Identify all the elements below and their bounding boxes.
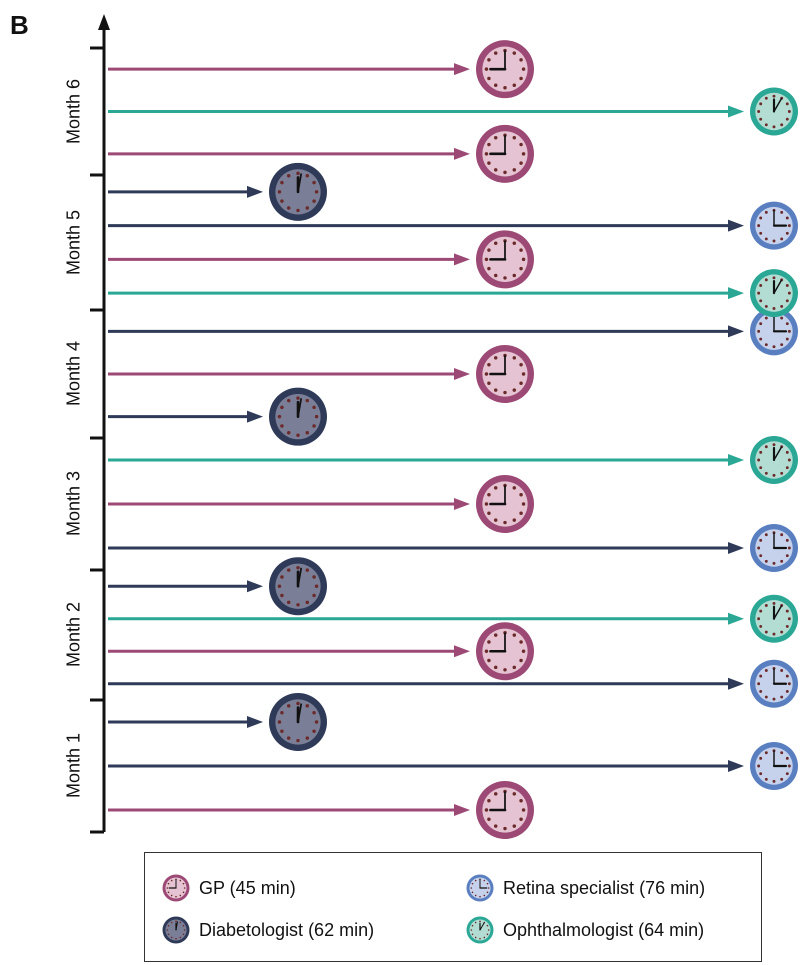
visit-retina	[108, 201, 798, 250]
visit-ophthalmologist	[108, 87, 798, 136]
month-label: Month 5	[63, 209, 84, 275]
visit-gp	[108, 781, 534, 839]
axis-arrowhead	[98, 14, 110, 30]
diabetologist-clock-icon	[269, 162, 327, 221]
legend: GP (45 min) Diabetologist (62 min) Retin…	[144, 852, 762, 962]
retina-clock-icon	[750, 659, 798, 708]
visit-arrowhead	[454, 804, 470, 816]
diabetologist-clock-icon	[269, 387, 327, 446]
visit-arrowhead	[728, 454, 744, 466]
visit-gp	[108, 475, 534, 533]
visit-retina	[108, 524, 798, 572]
ophthalmologist-clock-icon	[750, 436, 798, 484]
retina-specialist-clock-icon	[466, 874, 494, 902]
visit-arrowhead	[728, 760, 744, 772]
visit-diabetologist	[108, 162, 327, 221]
retina-clock-icon	[750, 201, 798, 250]
month-label: Month 3	[63, 470, 84, 537]
visit-arrowhead	[454, 645, 470, 658]
gp-clock-icon	[476, 781, 534, 839]
diabetologist-clock-glyph	[162, 916, 190, 944]
visit-arrowhead	[728, 612, 744, 625]
visit-retina	[108, 307, 798, 356]
gp-clock-icon	[162, 874, 190, 902]
visit-gp	[108, 622, 534, 681]
legend-item-ophthalmologist: Ophthalmologist (64 min)	[465, 913, 704, 947]
legend-label-diabetologist: Diabetologist (62 min)	[199, 919, 375, 940]
visit-arrowhead	[454, 147, 470, 160]
gp-clock-icon	[476, 345, 534, 403]
legend-label-retina-specialist: Retina specialist (76 min)	[503, 877, 706, 898]
visit-gp	[108, 40, 534, 99]
visit-arrowhead	[728, 287, 744, 300]
visit-timeline-diagram	[90, 14, 798, 839]
visit-diabetologist	[108, 693, 327, 751]
ophthalmologist-clock-icon	[750, 594, 798, 643]
visit-arrowhead	[454, 498, 470, 510]
ophthalmologist-clock-icon	[750, 269, 798, 318]
legend-item-diabetologist: Diabetologist (62 min)	[161, 913, 374, 947]
retina-clock-glyph	[466, 874, 494, 902]
ophthalmologist-clock-icon	[466, 916, 494, 944]
visit-arrowhead	[454, 63, 470, 76]
gp-clock-glyph	[162, 874, 190, 902]
visit-arrowhead	[247, 580, 263, 593]
diabetologist-clock-icon	[269, 693, 327, 751]
legend-label-ophthalmologist: Ophthalmologist (64 min)	[503, 919, 705, 940]
legend-item-gp: GP (45 min)	[161, 871, 296, 905]
visit-arrowhead	[247, 185, 263, 198]
ophthalmologist-clock-icon	[750, 87, 798, 136]
visit-arrowhead	[247, 410, 263, 423]
visit-retina	[108, 742, 798, 790]
gp-clock-icon	[476, 124, 534, 183]
visit-diabetologist	[108, 387, 327, 446]
visit-ophthalmologist	[108, 594, 798, 643]
visit-diabetologist	[108, 557, 327, 616]
retina-clock-icon	[750, 307, 798, 356]
gp-clock-icon	[476, 622, 534, 681]
legend-item-retina-specialist: Retina specialist (76 min)	[465, 871, 705, 905]
visit-arrowhead	[454, 253, 470, 266]
ophthalmologist-clock-glyph	[466, 916, 494, 944]
visit-arrowhead	[454, 368, 470, 380]
month-label: Month 6	[63, 78, 84, 144]
retina-clock-icon	[750, 742, 798, 790]
visit-arrowhead	[728, 542, 744, 554]
visit-arrowhead	[728, 677, 744, 690]
diabetologist-clock-icon	[162, 916, 190, 944]
visit-gp	[108, 230, 534, 289]
visit-gp	[108, 345, 534, 403]
gp-clock-icon	[476, 230, 534, 289]
month-label: Month 2	[63, 601, 84, 668]
gp-clock-icon	[476, 40, 534, 99]
visit-gp	[108, 124, 534, 183]
visit-arrowhead	[728, 325, 744, 338]
panel-letter: B	[10, 10, 29, 40]
retina-clock-icon	[750, 524, 798, 572]
gp-clock-icon	[476, 475, 534, 533]
month-label: Month 4	[63, 340, 84, 407]
diabetologist-clock-icon	[269, 557, 327, 616]
visit-retina	[108, 659, 798, 708]
visit-ophthalmologist	[108, 269, 798, 318]
visit-arrowhead	[728, 219, 744, 232]
month-label: Month 1	[63, 732, 84, 799]
visit-arrowhead	[247, 716, 263, 728]
visit-arrowhead	[728, 105, 744, 118]
legend-label-gp: GP (45 min)	[199, 877, 296, 898]
visit-ophthalmologist	[108, 436, 798, 484]
